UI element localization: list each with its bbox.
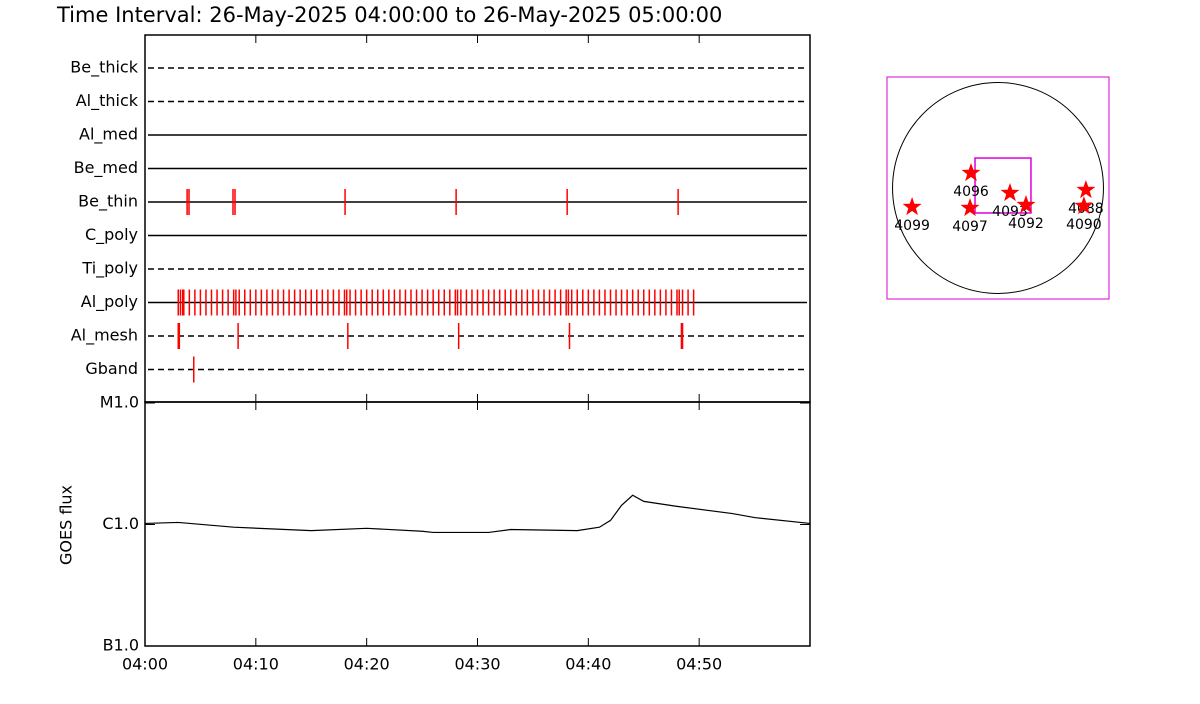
title: Time Interval: 26-May-2025 04:00:00 to 2… xyxy=(56,3,722,27)
filter-label: Ti_poly xyxy=(81,259,138,279)
filter-label: C_poly xyxy=(85,225,138,245)
filter-label: Al_mesh xyxy=(71,326,138,346)
active-region xyxy=(1076,180,1096,199)
region-label: 4099 xyxy=(894,218,930,234)
filter-label: Be_med xyxy=(74,158,138,178)
region-label: 4092 xyxy=(1008,216,1044,232)
region-label: 4096 xyxy=(953,184,989,200)
panel-frame xyxy=(144,34,811,403)
x-tick-label: 04:20 xyxy=(344,655,390,674)
active-region xyxy=(902,197,922,216)
x-tick-label: 04:30 xyxy=(454,655,500,674)
y-tick-label: B1.0 xyxy=(103,636,139,655)
region-label: 4090 xyxy=(1066,217,1102,233)
x-tick-label: 04:00 xyxy=(122,655,168,674)
goes-curve xyxy=(144,494,811,534)
filter-label: Gband xyxy=(85,359,138,378)
y-axis-label: GOES flux xyxy=(57,485,76,565)
fov-box xyxy=(974,157,1032,214)
x-tick-label: 04:10 xyxy=(233,655,279,674)
panel-frame xyxy=(144,401,811,647)
active-region xyxy=(1016,195,1036,214)
filter-label: Al_med xyxy=(79,125,138,145)
filter-label: Be_thick xyxy=(70,58,138,78)
active-region xyxy=(961,163,981,182)
region-label: 4097 xyxy=(952,219,988,235)
active-region xyxy=(1074,196,1094,215)
filter-label: Be_thin xyxy=(78,192,138,212)
x-tick-label: 04:40 xyxy=(565,655,611,674)
solar-disk xyxy=(892,82,1104,294)
filter-label: Al_poly xyxy=(81,292,138,312)
x-tick-label: 04:50 xyxy=(676,655,722,674)
y-tick-label: M1.0 xyxy=(100,393,139,412)
active-region xyxy=(960,198,980,217)
filter-label: Al_thick xyxy=(76,91,139,111)
y-tick-label: C1.0 xyxy=(102,514,139,533)
active-region xyxy=(1000,183,1020,202)
region-label: 4093 xyxy=(992,204,1028,220)
map-frame xyxy=(886,76,1110,300)
